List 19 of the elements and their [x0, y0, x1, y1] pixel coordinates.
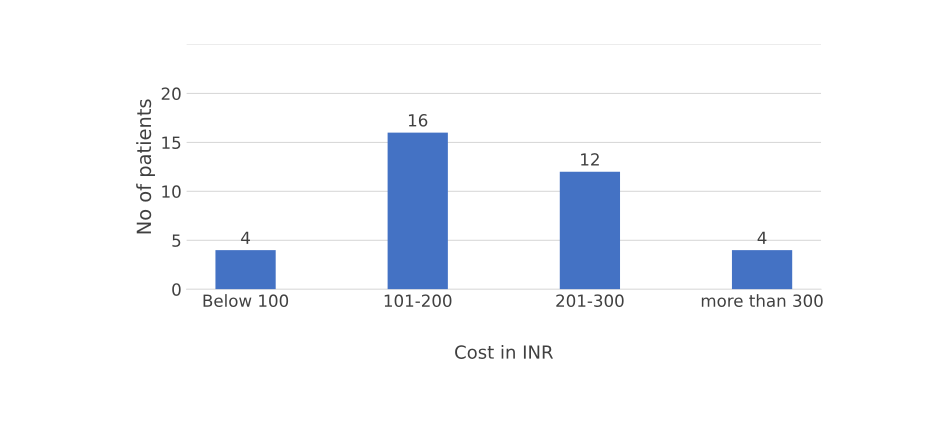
y-axis-title: No of patients — [136, 99, 155, 234]
data-label: 4 — [758, 232, 766, 244]
bar — [732, 250, 792, 290]
y-tick-label: 20 — [162, 87, 181, 100]
bar — [560, 172, 620, 290]
x-tick-label: 101-200 — [384, 294, 452, 308]
x-tick-label: more than 300 — [702, 294, 823, 308]
x-axis-title: Cost in INR — [455, 344, 554, 359]
x-tick-label: Below 100 — [204, 294, 288, 308]
y-tick-label: 5 — [172, 234, 180, 247]
bar — [215, 250, 276, 290]
data-label: 12 — [581, 153, 599, 166]
x-tick-label: 201-300 — [556, 294, 624, 308]
y-tick-label: 10 — [162, 185, 181, 198]
y-tick-label: 15 — [162, 136, 180, 149]
data-label: 4 — [241, 232, 250, 244]
data-label: 16 — [408, 114, 428, 127]
bar — [388, 132, 448, 290]
y-tick-label: 0 — [172, 283, 181, 296]
